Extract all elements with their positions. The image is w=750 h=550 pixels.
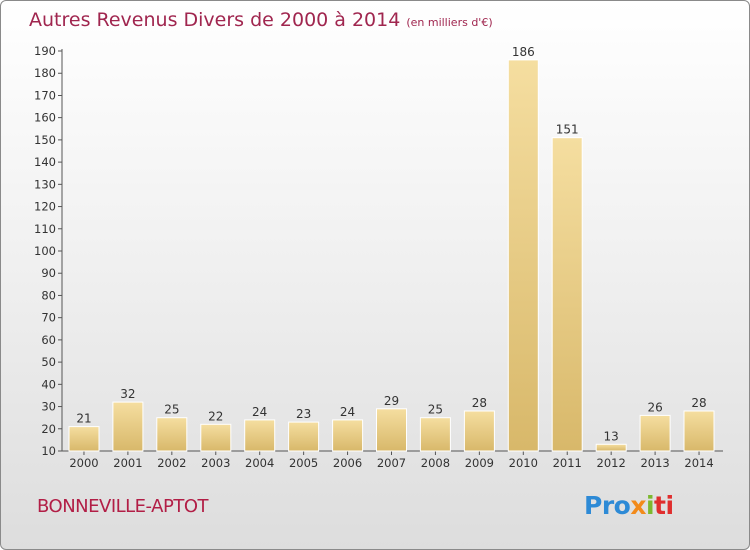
- bar: [463, 410, 495, 452]
- bar: [683, 410, 715, 452]
- bar: [68, 426, 100, 452]
- bar-value-label: 32: [120, 387, 135, 401]
- logo-part: Pro: [584, 491, 631, 520]
- y-tick-label: 50: [41, 355, 56, 369]
- y-tick-label: 80: [41, 288, 56, 302]
- x-tick-label: 2009: [465, 456, 494, 470]
- x-tick-label: 2012: [597, 456, 626, 470]
- bar-value-label: 24: [340, 405, 355, 419]
- y-tick-label: 70: [41, 311, 56, 325]
- bar: [639, 414, 671, 452]
- logo-part: x: [630, 491, 646, 520]
- bar: [244, 419, 276, 452]
- x-tick-label: 2003: [201, 456, 230, 470]
- x-tick-label: 2011: [553, 456, 582, 470]
- y-tick-label: 170: [34, 88, 56, 102]
- bar-value-label: 151: [556, 123, 579, 137]
- bar-value-label: 13: [604, 429, 619, 443]
- bar: [156, 417, 188, 452]
- bar-value-label: 22: [208, 409, 223, 423]
- bar: [507, 59, 539, 452]
- x-tick-label: 2013: [640, 456, 669, 470]
- y-tick-label: 130: [34, 177, 56, 191]
- bar-value-label: 24: [252, 405, 267, 419]
- x-tick-label: 2006: [333, 456, 362, 470]
- x-tick-label: 2002: [157, 456, 186, 470]
- chart-unit: (en milliers d'€): [406, 16, 493, 29]
- y-tick-label: 100: [34, 244, 56, 258]
- bar-value-label: 28: [472, 396, 487, 410]
- y-tick-label: 190: [34, 44, 56, 58]
- logo-part: ti: [654, 491, 674, 520]
- bar: [419, 417, 451, 452]
- y-tick-label: 10: [41, 444, 56, 458]
- bar-value-label: 26: [647, 400, 662, 414]
- y-tick-label: 20: [41, 422, 56, 436]
- x-tick-label: 2000: [69, 456, 98, 470]
- chart-title: Autres Revenus Divers de 2000 à 2014: [29, 9, 401, 31]
- y-tick-label: 40: [41, 377, 56, 391]
- bar: [551, 137, 583, 452]
- x-tick-label: 2005: [289, 456, 318, 470]
- y-tick-label: 90: [41, 266, 56, 280]
- chart-title-block: Autres Revenus Divers de 2000 à 2014 (en …: [29, 9, 493, 31]
- y-tick-label: 60: [41, 333, 56, 347]
- x-tick-label: 2008: [421, 456, 450, 470]
- x-tick-label: 2007: [377, 456, 406, 470]
- y-tick-label: 140: [34, 155, 56, 169]
- y-tick-label: 160: [34, 111, 56, 125]
- x-tick-label: 2001: [113, 456, 142, 470]
- bar: [332, 419, 364, 452]
- bar-value-label: 29: [384, 394, 399, 408]
- y-tick-label: 180: [34, 66, 56, 80]
- bar-value-label: 25: [428, 403, 443, 417]
- y-tick-label: 110: [34, 222, 56, 236]
- commune-name: BONNEVILLE-APTOT: [37, 496, 208, 517]
- y-tick-label: 150: [34, 133, 56, 147]
- proxiti-logo[interactable]: Proxiti: [584, 491, 674, 520]
- bar-value-label: 25: [164, 403, 179, 417]
- y-tick-label: 120: [34, 200, 56, 214]
- y-tick-label: 30: [41, 400, 56, 414]
- bar-value-label: 21: [76, 412, 91, 426]
- bar: [200, 423, 232, 452]
- bar: [595, 443, 627, 452]
- x-tick-label: 2010: [509, 456, 538, 470]
- x-tick-label: 2014: [684, 456, 713, 470]
- x-tick-label: 2004: [245, 456, 274, 470]
- bar: [376, 408, 407, 452]
- logo-part: i: [645, 491, 655, 520]
- bar-value-label: 23: [296, 407, 311, 421]
- bar-value-label: 186: [512, 45, 535, 59]
- bar-value-label: 28: [691, 396, 706, 410]
- bar: [288, 421, 320, 452]
- bar: [112, 401, 144, 452]
